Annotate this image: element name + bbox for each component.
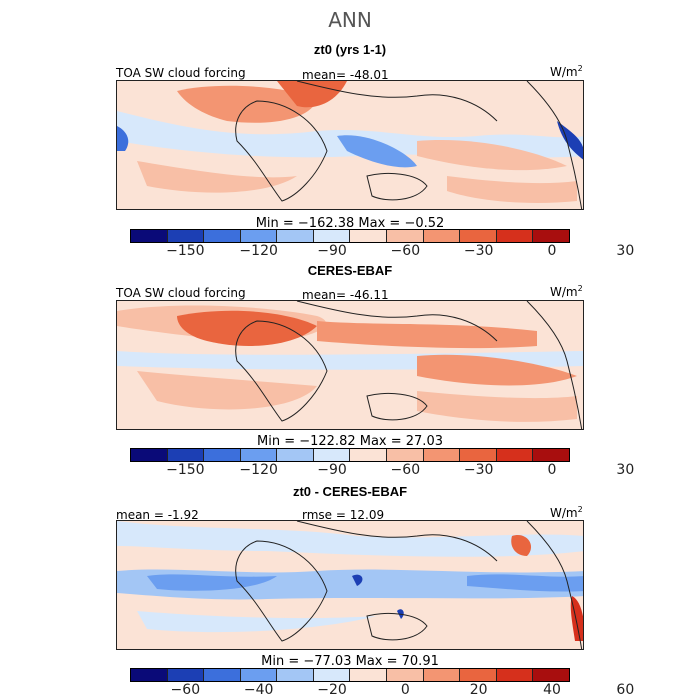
- colorbar-segment: [387, 230, 424, 242]
- colorbar-tick-label: −60: [170, 682, 201, 698]
- panel-1-left-label: TOA SW cloud forcing: [116, 66, 246, 80]
- colorbar-segment: [277, 669, 314, 681]
- colorbar-segment: [423, 230, 461, 242]
- colorbar-segment: [167, 230, 205, 242]
- colorbar-segment: [496, 669, 534, 681]
- colorbar-tick-label: −30: [463, 243, 494, 259]
- colorbar-tick-label: 30: [616, 462, 635, 478]
- panel-1-colorbar: [130, 229, 570, 243]
- colorbar-segment: [533, 230, 569, 242]
- colorbar-segment: [240, 230, 278, 242]
- colorbar-segment: [204, 449, 241, 461]
- colorbar-tick-label: 30: [616, 243, 635, 259]
- panel-2-colorbar: [130, 448, 570, 462]
- colorbar-tick-label: −40: [243, 682, 274, 698]
- panel-1-units: W/m2: [550, 64, 583, 79]
- colorbar-segment: [313, 230, 351, 242]
- panel-1-subtitle: zt0 (yrs 1-1): [313, 42, 387, 57]
- colorbar-segment: [423, 449, 461, 461]
- colorbar-segment: [167, 669, 205, 681]
- colorbar-tick-label: 0: [547, 243, 557, 259]
- colorbar-segment: [204, 230, 241, 242]
- colorbar-segment: [350, 230, 388, 242]
- colorbar-segment: [423, 669, 461, 681]
- panel-2-map: [116, 300, 584, 430]
- colorbar-segment: [131, 230, 168, 242]
- panel-3-left-label: mean = -1.92: [116, 508, 199, 522]
- colorbar-segment: [167, 449, 205, 461]
- panel-2-minmax: Min = −122.82 Max = 27.03: [257, 434, 443, 449]
- colorbar-segment: [131, 669, 168, 681]
- colorbar-segment: [533, 449, 569, 461]
- colorbar-tick-label: −90: [317, 462, 347, 478]
- colorbar-segment: [460, 230, 497, 242]
- colorbar-segment: [387, 669, 424, 681]
- colorbar-segment: [277, 230, 314, 242]
- panel-2-left-label: TOA SW cloud forcing: [116, 286, 246, 300]
- panel-1-colorbar-ticks: −150 −120 −90 −60 −30 0 30: [130, 243, 634, 259]
- colorbar-tick-label: −120: [239, 243, 278, 259]
- colorbar-segment: [313, 449, 351, 461]
- colorbar-segment: [496, 449, 534, 461]
- panel-2-units: W/m2: [550, 284, 583, 299]
- colorbar-segment: [313, 669, 351, 681]
- panel-1-map: [116, 80, 584, 210]
- colorbar-segment: [240, 669, 278, 681]
- panel-2-colorbar-ticks: −150 −120 −90 −60 −30 0 30: [130, 462, 634, 478]
- colorbar-tick-label: 40: [543, 682, 561, 698]
- colorbar-tick-label: 60: [616, 682, 635, 698]
- colorbar-tick-label: −60: [390, 462, 421, 478]
- colorbar-tick-label: 0: [547, 462, 557, 478]
- colorbar-tick-label: −150: [166, 462, 205, 478]
- colorbar-segment: [496, 230, 534, 242]
- panel-1-mean-label: mean= -48.01: [302, 68, 389, 82]
- colorbar-tick-label: 20: [469, 682, 488, 698]
- colorbar-tick-label: −150: [166, 243, 205, 259]
- colorbar-segment: [460, 449, 497, 461]
- colorbar-segment: [533, 669, 569, 681]
- colorbar-tick-label: −60: [390, 243, 421, 259]
- panel-3-minmax: Min = −77.03 Max = 70.91: [261, 654, 439, 669]
- panel-2-mean-label: mean= -46.11: [302, 288, 389, 302]
- panel-3-subtitle: zt0 - CERES-EBAF: [292, 484, 408, 499]
- panel-3-map: [116, 520, 584, 650]
- colorbar-tick-label: −20: [317, 682, 347, 698]
- colorbar-segment: [131, 449, 168, 461]
- colorbar-tick-label: −120: [239, 462, 278, 478]
- panel-3-rmse-label: rmse = 12.09: [302, 508, 385, 522]
- colorbar-tick-label: 0: [400, 682, 410, 698]
- panel-2-subtitle: CERES-EBAF: [307, 263, 393, 278]
- colorbar-segment: [350, 449, 388, 461]
- colorbar-segment: [387, 449, 424, 461]
- colorbar-segment: [204, 669, 241, 681]
- panel-1-minmax: Min = −162.38 Max = −0.52: [255, 216, 445, 231]
- panel-3-units: W/m2: [550, 505, 583, 520]
- colorbar-segment: [350, 669, 388, 681]
- colorbar-tick-label: −90: [317, 243, 347, 259]
- main-title: ANN: [328, 8, 372, 32]
- colorbar-tick-label: −30: [463, 462, 494, 478]
- panel-3-colorbar-ticks: −60 −40 −20 0 20 40 60: [130, 682, 635, 698]
- colorbar-segment: [277, 449, 314, 461]
- panel-3-colorbar: [130, 668, 570, 682]
- colorbar-segment: [460, 669, 497, 681]
- colorbar-segment: [240, 449, 278, 461]
